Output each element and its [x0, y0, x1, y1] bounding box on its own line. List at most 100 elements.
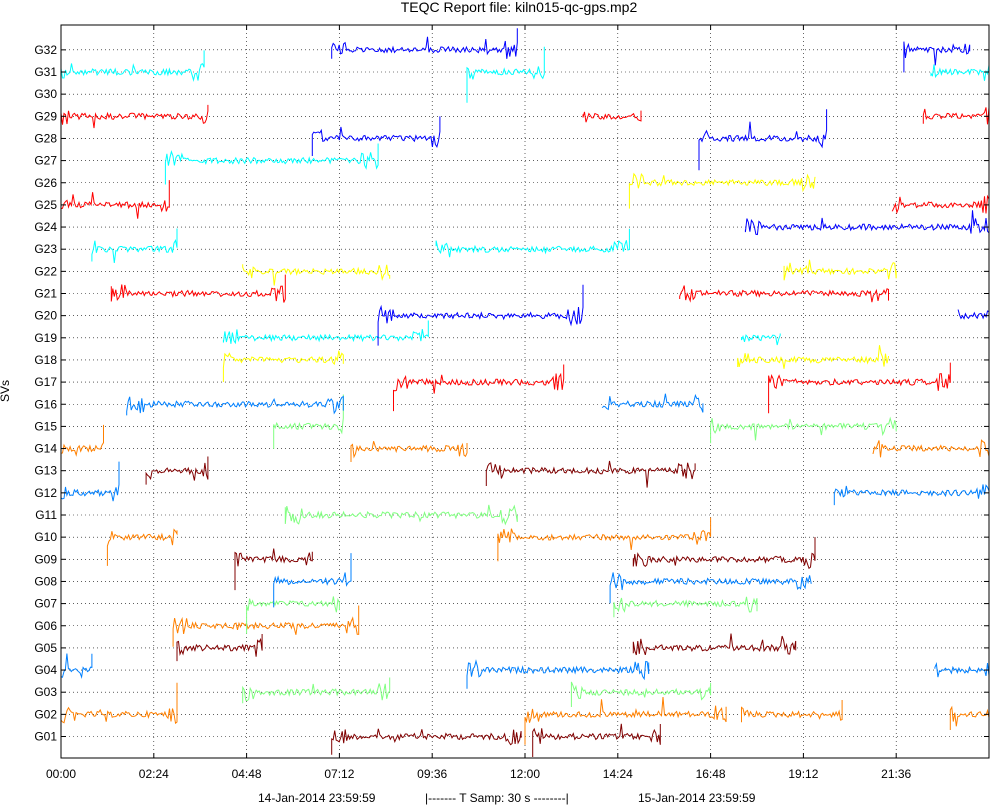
series-trace-g23: [435, 228, 630, 258]
series-trace-g28: [698, 109, 828, 171]
y-tick-label: G08: [34, 574, 57, 588]
series-trace-g12: [833, 478, 990, 506]
series-trace-g03: [570, 681, 712, 707]
series-trace-g05: [176, 634, 263, 662]
y-tick-label: G07: [34, 597, 57, 611]
y-tick-label: G25: [34, 198, 57, 212]
y-tick-label: G27: [34, 154, 57, 168]
y-axis-label: SVs: [0, 380, 12, 402]
series-trace-g09: [234, 548, 313, 591]
series-trace-g20: [957, 309, 990, 320]
y-tick-label: G26: [34, 176, 57, 190]
y-tick-label: G09: [34, 552, 57, 566]
series-trace-g16: [601, 393, 704, 413]
series-trace-g14: [350, 441, 468, 462]
x-tick-label: 12:00: [510, 767, 540, 781]
y-tick-label: G12: [34, 486, 57, 500]
series-trace-g01: [331, 728, 522, 755]
y-axis: G01 G02 G03 G04 G05 G06 G07 G08 G09 G10 G11 G12 G13 G…: [34, 43, 989, 744]
series-trace-g11: [284, 504, 518, 526]
series-trace-g18: [222, 350, 344, 382]
x-tick-label: 21:36: [881, 767, 911, 781]
y-tick-label: G23: [34, 242, 57, 256]
y-tick-label: G15: [34, 419, 57, 433]
x-tick-label: 00:00: [46, 767, 76, 781]
x-tick-label: 07:12: [324, 767, 354, 781]
y-tick-label: G30: [34, 87, 57, 101]
series-trace-g14: [872, 434, 990, 458]
series-trace-g17: [768, 362, 951, 414]
series-trace-g32: [331, 28, 518, 59]
x-tick-label: 09:36: [417, 767, 447, 781]
x-tick-label: 02:24: [139, 767, 169, 781]
series-trace-g12: [60, 461, 120, 520]
series-trace-g21: [679, 285, 889, 303]
series-trace-g10: [106, 528, 178, 566]
footer-sample-interval: |------- T Samp: 30 s --------|: [425, 791, 569, 805]
footer-start-date: 14-Jan-2014 23:59:59: [258, 791, 376, 805]
series-trace-g13: [145, 456, 209, 485]
series-trace-g19: [741, 333, 781, 346]
y-tick-label: G18: [34, 353, 57, 367]
y-tick-label: G21: [34, 287, 57, 301]
series-trace-g08: [609, 572, 812, 604]
series-trace-g29: [582, 110, 642, 123]
series-trace-g13: [485, 460, 696, 488]
x-tick-label: 14:24: [603, 767, 633, 781]
series-trace-g09: [632, 537, 816, 570]
x-tick-label: 19:12: [788, 767, 818, 781]
series-trace-g25: [891, 190, 990, 215]
y-tick-label: G28: [34, 131, 57, 145]
y-tick-label: G10: [34, 530, 57, 544]
series-trace-g05: [632, 633, 797, 656]
series-trace-g26: [628, 172, 816, 209]
y-tick-label: G04: [34, 663, 57, 677]
y-tick-label: G32: [34, 43, 57, 57]
series-trace-g21: [110, 274, 286, 303]
series-trace-g02: [60, 682, 178, 725]
series-trace-g19: [222, 320, 429, 345]
series-trace-g14: [60, 424, 104, 479]
x-tick-label: 04:48: [232, 767, 262, 781]
series-trace-g16: [126, 395, 344, 416]
grid: [61, 25, 989, 758]
chart-title: TEQC Report file: kiln015-qc-gps.mp2: [401, 0, 638, 15]
series-trace-g29: [60, 104, 209, 131]
y-tick-label: G11: [35, 508, 57, 522]
series-trace-g22: [242, 264, 391, 286]
series-trace-g31: [60, 50, 205, 82]
series-trace-g18: [737, 345, 889, 369]
series-trace-g31: [466, 46, 545, 103]
series-trace-g22: [783, 259, 897, 281]
y-tick-label: G05: [34, 641, 57, 655]
series-trace-g07: [613, 596, 758, 618]
series-trace-g02: [741, 700, 843, 723]
series-trace-g27: [164, 143, 379, 185]
y-tick-label: G02: [34, 707, 57, 721]
series-trace-g07: [246, 596, 340, 634]
series-trace-g04: [934, 659, 990, 678]
y-tick-label: G17: [34, 375, 57, 389]
series-trace-g24: [744, 210, 990, 236]
y-tick-label: G14: [34, 442, 57, 456]
y-tick-label: G29: [34, 109, 57, 123]
series-trace-g06: [172, 605, 360, 647]
y-tick-label: G19: [34, 331, 57, 345]
x-axis: 00:00 02:24 04:48 07:12 09:36 12:00 14:24 16:48…: [46, 25, 912, 781]
y-tick-label: G31: [34, 65, 57, 79]
series-trace-g03: [242, 677, 391, 704]
series-trace-g02: [524, 697, 727, 745]
series-trace-g23: [91, 228, 178, 263]
y-tick-label: G03: [34, 685, 57, 699]
y-tick-label: G13: [34, 464, 57, 478]
series-trace-g20: [377, 284, 584, 346]
y-tick-label: G16: [34, 397, 57, 411]
y-tick-label: G20: [34, 309, 57, 323]
x-tick-label: 16:48: [696, 767, 726, 781]
series-trace-g29: [922, 97, 990, 125]
y-tick-label: G22: [34, 264, 57, 278]
series-trace-g01: [532, 723, 661, 757]
series-traces: [60, 28, 990, 757]
series-trace-g15: [710, 416, 897, 444]
